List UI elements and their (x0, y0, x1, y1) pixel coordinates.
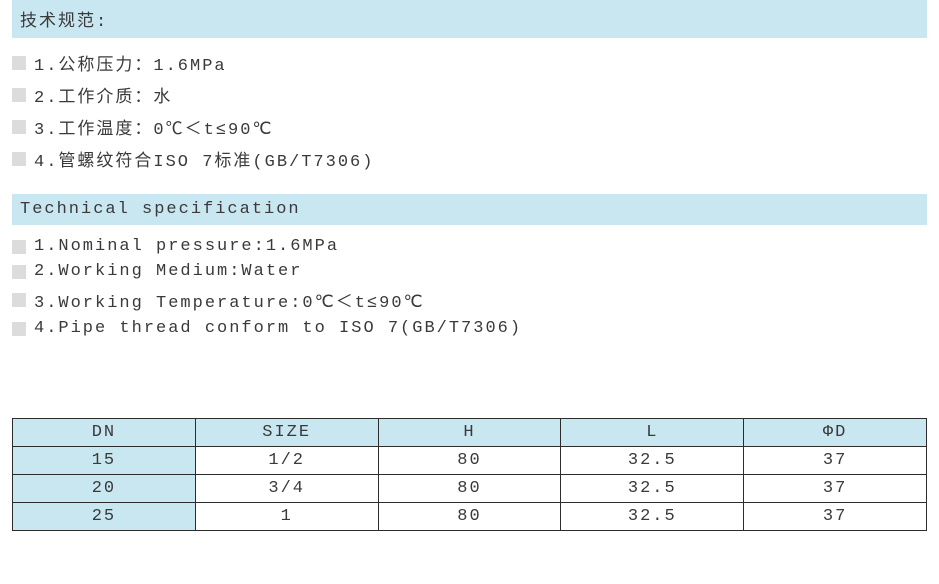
spec-cn-text: 2.工作介质：水 (34, 82, 172, 108)
cell-phid: 37 (744, 475, 927, 503)
col-dn: DN (13, 419, 196, 447)
cell-phid: 37 (744, 503, 927, 531)
spec-en-text: 4.Pipe thread conform to ISO 7(GB/T7306) (34, 319, 522, 338)
list-item: 1.公称压力：1.6MPa (12, 50, 927, 76)
cell-size: 1 (195, 503, 378, 531)
list-item: 4.管螺纹符合ISO 7标准(GB/T7306) (12, 146, 927, 172)
table-row: 15 1/2 80 32.5 37 (13, 447, 927, 475)
cell-dn: 15 (13, 447, 196, 475)
spec-cn-text: 1.公称压力：1.6MPa (34, 50, 227, 76)
cell-l: 32.5 (561, 475, 744, 503)
cell-dn: 25 (13, 503, 196, 531)
bullet-icon (12, 293, 26, 307)
col-l: L (561, 419, 744, 447)
bullet-icon (12, 152, 26, 166)
spec-cn-text: 3.工作温度：0℃＜t≤90℃ (34, 114, 274, 140)
table-row: 20 3/4 80 32.5 37 (13, 475, 927, 503)
spec-en-text: 2.Working Medium:Water (34, 262, 302, 281)
bullet-icon (12, 56, 26, 70)
bullet-icon (12, 120, 26, 134)
cell-l: 32.5 (561, 503, 744, 531)
table-row: 25 1 80 32.5 37 (13, 503, 927, 531)
col-phid: ΦD (744, 419, 927, 447)
list-item: 2.Working Medium:Water (12, 262, 927, 281)
spec-en-heading: Technical specification (12, 194, 927, 225)
list-item: 4.Pipe thread conform to ISO 7(GB/T7306) (12, 319, 927, 338)
bullet-icon (12, 322, 26, 336)
spec-cn-text: 4.管螺纹符合ISO 7标准(GB/T7306) (34, 146, 374, 172)
list-item: 2.工作介质：水 (12, 82, 927, 108)
list-item: 1.Nominal pressure:1.6MPa (12, 237, 927, 256)
spec-en-list: 1.Nominal pressure:1.6MPa 2.Working Medi… (12, 237, 927, 338)
bullet-icon (12, 88, 26, 102)
spec-en-text: 1.Nominal pressure:1.6MPa (34, 237, 339, 256)
cell-h: 80 (378, 475, 561, 503)
bullet-icon (12, 265, 26, 279)
spec-en-text: 3.Working Temperature:0℃＜t≤90℃ (34, 287, 425, 313)
cell-h: 80 (378, 447, 561, 475)
cell-size: 1/2 (195, 447, 378, 475)
bullet-icon (12, 240, 26, 254)
table-header-row: DN SIZE H L ΦD (13, 419, 927, 447)
cell-phid: 37 (744, 447, 927, 475)
spec-table-wrap: DN SIZE H L ΦD 15 1/2 80 32.5 37 20 3/4 … (12, 418, 927, 531)
cell-size: 3/4 (195, 475, 378, 503)
col-size: SIZE (195, 419, 378, 447)
cell-dn: 20 (13, 475, 196, 503)
spec-cn-heading: 技术规范: (12, 0, 927, 38)
list-item: 3.工作温度：0℃＜t≤90℃ (12, 114, 927, 140)
cell-l: 32.5 (561, 447, 744, 475)
col-h: H (378, 419, 561, 447)
spec-table: DN SIZE H L ΦD 15 1/2 80 32.5 37 20 3/4 … (12, 418, 927, 531)
spec-cn-list: 1.公称压力：1.6MPa 2.工作介质：水 3.工作温度：0℃＜t≤90℃ 4… (12, 50, 927, 172)
list-item: 3.Working Temperature:0℃＜t≤90℃ (12, 287, 927, 313)
cell-h: 80 (378, 503, 561, 531)
